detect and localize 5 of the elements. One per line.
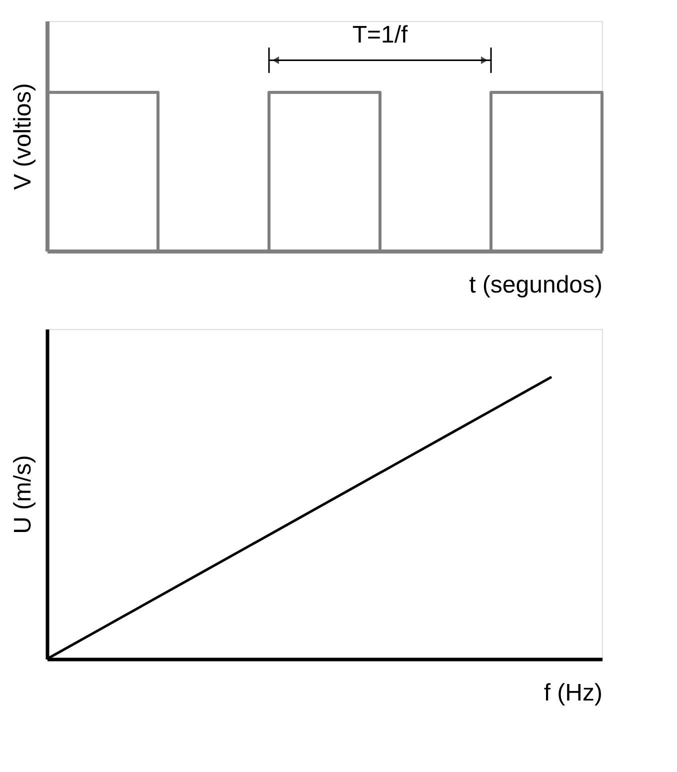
y-axis-title: U (m/s)	[10, 455, 36, 534]
x-axis-title: t (segundos)	[469, 272, 602, 298]
text: T=1/f	[352, 21, 408, 48]
y-axis-title: V (voltios)	[10, 83, 36, 190]
x-axis-title: f (Hz)	[544, 680, 602, 706]
